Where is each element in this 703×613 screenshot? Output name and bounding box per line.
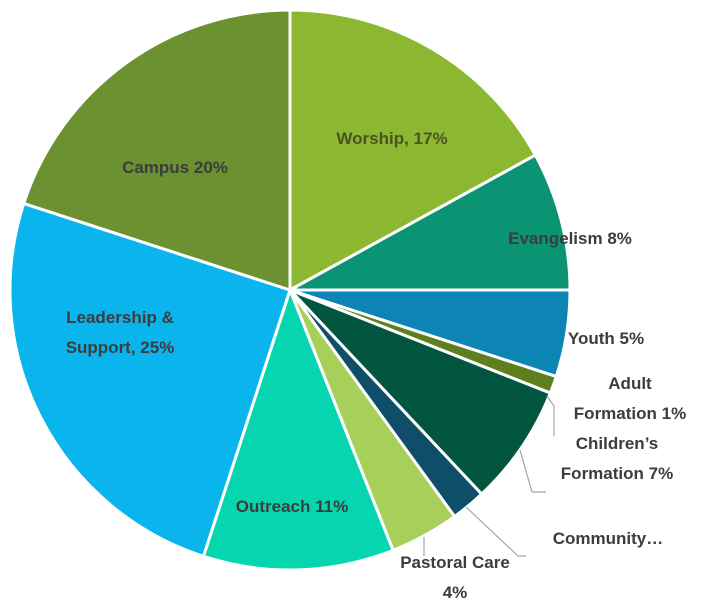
leader-line-community [465, 506, 526, 557]
slice-label-adult-formation: Adult Formation 1% [574, 374, 686, 423]
slice-label-line: Community… [553, 529, 664, 548]
slice-outreach [201, 288, 395, 572]
leader-line-adult-formation [546, 395, 555, 436]
slice-label-worship: Worship, 17% [336, 129, 447, 148]
slice-label-community: Community… [553, 529, 664, 548]
slice-children-s-formation [288, 288, 552, 496]
slice-label-line: Leadership & [66, 308, 174, 327]
slice-leadership-support [8, 201, 292, 558]
leader-line-children-s-formation [519, 449, 546, 493]
slice-label-line: Pastoral Care [400, 553, 510, 572]
slice-label-line: Campus 20% [122, 158, 228, 177]
slice-label-line: Outreach 11% [236, 497, 348, 516]
pie-slices [8, 8, 572, 572]
slice-labels: Worship, 17% Evangelism 8% Youth 5% Adult Fo… [66, 129, 687, 602]
slice-label-line: 4% [443, 583, 468, 602]
slice-label-line: Worship, 17% [336, 129, 447, 148]
slice-label-line: Adult [608, 374, 652, 393]
slice-label-line: Children’s [576, 434, 659, 453]
slice-label-line: Formation 1% [574, 404, 686, 423]
slice-label-line: Evangelism 8% [508, 229, 632, 248]
slice-label-line: Youth 5% [568, 329, 644, 348]
slice-campus [22, 8, 292, 292]
leader-lines [423, 395, 555, 557]
slice-label-children-s-formation: Children’s Formation 7% [561, 434, 673, 483]
slice-label-pastoral-care: Pastoral Care 4% [400, 553, 510, 602]
slice-label-line: Formation 7% [561, 464, 673, 483]
slice-label-line: Support, 25% [66, 338, 175, 357]
slice-label-evangelism: Evangelism 8% [508, 229, 632, 248]
slice-label-campus: Campus 20% [122, 158, 228, 177]
slice-label-youth: Youth 5% [568, 329, 644, 348]
slice-label-outreach: Outreach 11% [236, 497, 348, 516]
slice-worship [288, 8, 537, 292]
slice-label-leadership-support: Leadership & Support, 25% [66, 308, 175, 357]
slice-evangelism [288, 153, 572, 292]
